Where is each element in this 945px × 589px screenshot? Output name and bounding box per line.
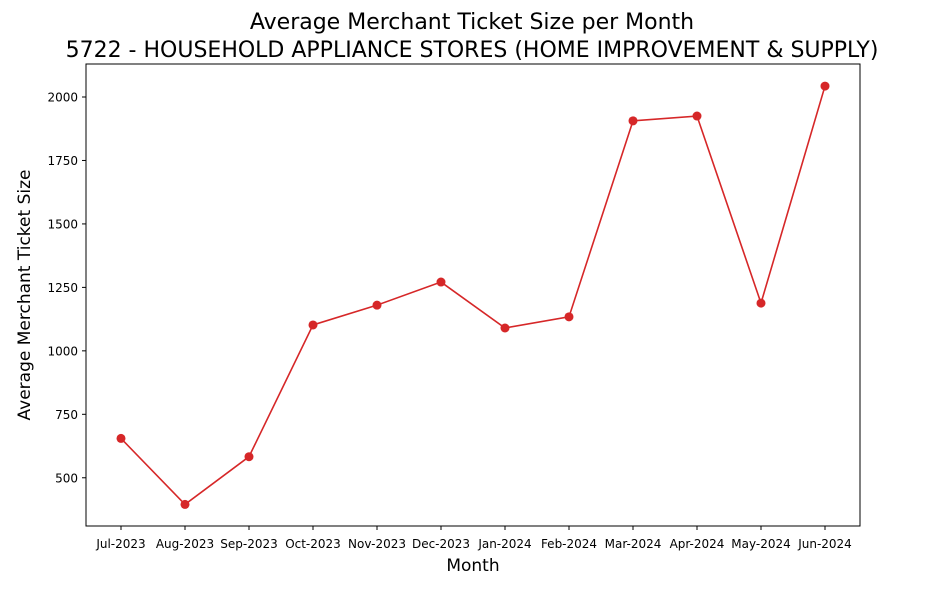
y-tick-label: 1000 xyxy=(47,344,78,358)
series-line xyxy=(120,85,826,506)
y-tick-label: 2000 xyxy=(47,91,78,105)
x-tick-label: Oct-2023 xyxy=(285,537,341,551)
y-axis-label: Average Merchant Ticket Size xyxy=(15,170,35,421)
data-point xyxy=(756,298,766,308)
x-tick-label: Dec-2023 xyxy=(412,537,470,551)
x-tick-label: Sep-2023 xyxy=(220,537,278,551)
y-tick-label: 750 xyxy=(55,408,78,422)
y-tick-label: 1500 xyxy=(47,217,78,231)
chart-subtitle: 5722 - HOUSEHOLD APPLIANCE STORES (HOME … xyxy=(66,38,879,63)
x-tick-label: Nov-2023 xyxy=(348,537,406,551)
x-tick-label: Aug-2023 xyxy=(156,537,214,551)
x-tick-label: Feb-2024 xyxy=(541,537,597,551)
data-point xyxy=(116,433,126,443)
x-tick-label: May-2024 xyxy=(731,537,790,551)
y-axis-ticks: 500 750 1000 1250 1500 1750 2000 xyxy=(47,91,86,485)
x-tick-label: Jun-2024 xyxy=(797,537,852,551)
data-point xyxy=(500,323,510,333)
plot-frame xyxy=(85,63,861,527)
series-line-group xyxy=(116,81,830,509)
y-tick-label: 500 xyxy=(55,471,78,485)
data-point xyxy=(820,81,830,91)
data-point xyxy=(692,111,702,121)
data-point xyxy=(372,300,382,310)
x-tick-label: Jan-2024 xyxy=(477,537,531,551)
x-tick-label: Jul-2023 xyxy=(95,537,145,551)
data-point xyxy=(564,312,574,322)
data-point xyxy=(244,452,254,462)
x-tick-label: Mar-2024 xyxy=(605,537,662,551)
data-point xyxy=(180,499,190,509)
y-tick-label: 1750 xyxy=(47,154,78,168)
data-point xyxy=(628,116,638,126)
data-point xyxy=(308,320,318,330)
x-tick-label: Apr-2024 xyxy=(670,537,725,551)
chart-title: Average Merchant Ticket Size per Month xyxy=(250,10,694,35)
y-tick-label: 1250 xyxy=(47,281,78,295)
x-axis-ticks: Jul-2023 Aug-2023 Sep-2023 Oct-2023 Nov-2023… xyxy=(95,526,852,551)
data-point xyxy=(436,277,446,287)
x-axis-label: Month xyxy=(446,556,499,576)
